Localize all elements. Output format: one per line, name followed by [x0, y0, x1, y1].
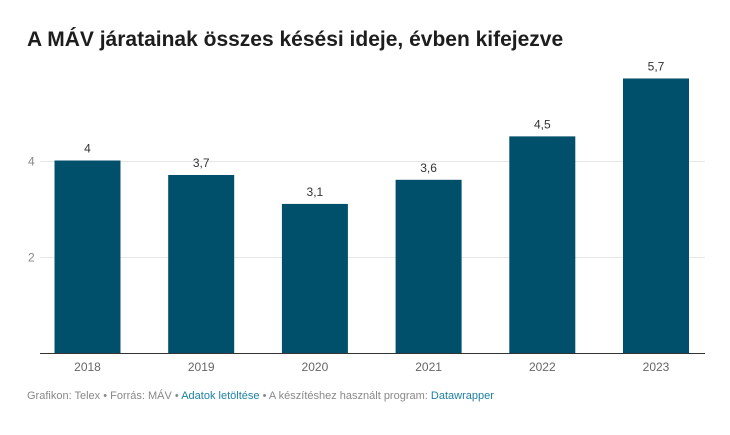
data-label: 3,6 — [420, 161, 437, 175]
data-label: 3,1 — [307, 185, 324, 199]
y-tick-label: 2 — [28, 251, 35, 265]
labels: 2 4 4 2018 3,7 2019 3,1 2020 3,6 2021 4,5 2022 5,7 20… — [28, 59, 670, 374]
bar — [395, 179, 462, 354]
bar — [623, 78, 689, 354]
x-tick-label: 2018 — [74, 360, 101, 374]
footer-program-text: • A készítéshez használt program: — [262, 390, 428, 402]
data-label: 4,5 — [534, 117, 551, 131]
datawrapper-link[interactable]: Datawrapper — [430, 390, 494, 402]
bars — [54, 78, 689, 354]
x-tick-label: 2022 — [529, 360, 556, 374]
gridlines — [40, 161, 705, 258]
x-tick-label: 2020 — [302, 360, 329, 374]
bar — [54, 160, 121, 354]
download-data-link[interactable]: Adatok letöltése — [181, 390, 260, 402]
x-tick-label: 2019 — [188, 360, 215, 374]
x-tick-label: 2021 — [415, 360, 442, 374]
bar — [168, 174, 235, 354]
chart-title: A MÁV járatainak összes késési ideje, év… — [27, 28, 564, 51]
data-label: 3,7 — [193, 156, 210, 170]
data-label: 4 — [84, 142, 91, 156]
footer-credit: Grafikon: Telex • Forrás: MÁV • — [27, 390, 179, 402]
y-tick-label: 4 — [28, 155, 35, 169]
data-label: 5,7 — [648, 59, 665, 73]
bar — [281, 203, 348, 354]
x-tick-label: 2023 — [643, 360, 670, 374]
chart-footer: Grafikon: Telex • Forrás: MÁV • Adatok l… — [27, 390, 494, 402]
bar — [509, 136, 576, 354]
